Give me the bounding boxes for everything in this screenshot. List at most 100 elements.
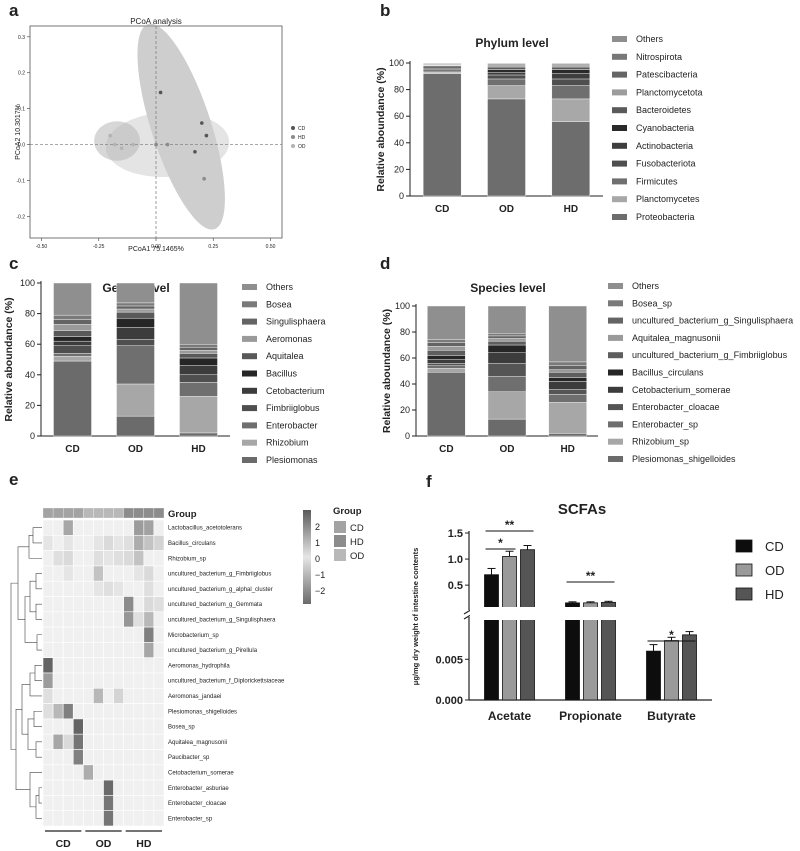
heatmap-cell — [42, 764, 54, 781]
legend-label: CD — [298, 126, 306, 132]
dendrogram-branch — [10, 582, 18, 750]
bar-segment — [116, 311, 155, 319]
heatmap-cell — [42, 733, 54, 750]
heatmap-row-label: Rhizobium_sp — [168, 556, 207, 562]
heatmap-cell — [72, 779, 84, 796]
y-tick-label: 0.000 — [435, 695, 463, 707]
heatmap-cell — [143, 626, 155, 643]
legend-label: Aeromonas — [266, 334, 313, 344]
x-tick-label: 0.25 — [208, 244, 218, 250]
heatmap-cell — [42, 626, 54, 643]
heatmap-cell — [52, 596, 64, 613]
legend-swatch — [608, 404, 623, 411]
heatmap-cell — [42, 672, 54, 689]
bar-segment — [116, 327, 155, 340]
legend-swatch — [242, 318, 257, 325]
bar-segment — [427, 346, 466, 351]
heatmap-cell — [103, 550, 114, 567]
heatmap-cell — [52, 672, 64, 689]
panel-label-e: e — [9, 470, 19, 489]
heatmap-cell — [133, 657, 145, 674]
legend-label: Others — [636, 34, 664, 44]
heatmap-cell — [72, 810, 84, 827]
dendrogram-branch — [21, 684, 30, 735]
y-axis-label: μg/mg dry weight of intestine contents — [411, 548, 420, 686]
bar-segment — [53, 324, 92, 331]
panel-title: SCFAs — [558, 501, 606, 518]
heatmap-cell — [123, 550, 135, 567]
bar-segment — [487, 69, 526, 73]
heatmap-cell — [93, 718, 104, 735]
heatmap-cell — [72, 626, 84, 643]
y-tick-label: 20 — [394, 164, 404, 174]
heatmap-cell — [103, 764, 114, 781]
heatmap-cell — [93, 764, 104, 781]
x-axis-label: PCoA1 75.1465% — [128, 246, 184, 253]
heatmap-cell — [52, 580, 64, 597]
bar — [502, 556, 517, 701]
bar-segment — [116, 339, 155, 346]
bar-segment — [551, 78, 591, 86]
heatmap-row-label: Cetobacterium_somerae — [168, 770, 234, 776]
bar-segment — [427, 342, 466, 347]
bar-segment — [487, 352, 527, 364]
heatmap-row-label: Bacillus_circulans — [168, 541, 216, 547]
heatmap-cell — [72, 672, 84, 689]
heatmap-row-label: Bosea_sp — [168, 725, 195, 731]
bar-segment — [427, 339, 466, 343]
x-tick-label: OD — [128, 444, 143, 455]
legend-label: uncultured_bacterium_g_Fimbriiglobus — [632, 350, 788, 360]
heatmap-cell — [133, 519, 145, 536]
bar-segment — [427, 368, 466, 373]
legend-swatch — [612, 142, 627, 149]
heatmap-row-label: Microbacterium_sp — [168, 633, 219, 639]
heatmap-cell — [123, 749, 135, 766]
bar-segment — [116, 308, 155, 313]
bar — [484, 574, 499, 701]
legend-swatch — [608, 283, 623, 289]
bar-segment — [53, 353, 92, 357]
legend-swatch — [242, 387, 257, 394]
group-legend-swatch — [334, 549, 346, 561]
heatmap-cell — [113, 642, 124, 659]
group-annotation-cell — [52, 507, 64, 519]
bar-segment — [53, 360, 92, 437]
legend-swatch — [608, 352, 623, 359]
heatmap-cell — [113, 565, 124, 582]
heatmap-cell — [83, 779, 94, 796]
heatmap-cell — [123, 580, 135, 597]
bar-segment — [487, 335, 527, 339]
x-tick-label: Acetate — [488, 709, 532, 723]
dendrogram-branch — [17, 546, 29, 620]
heatmap-cell — [133, 580, 145, 597]
heatmap-cell — [143, 810, 155, 827]
heatmap-row-label: Enterobacter_sp — [168, 816, 213, 822]
heatmap-row-label: Enterobacter_asburiae — [168, 786, 229, 792]
heatmap-cell — [153, 611, 165, 628]
heatmap-cell — [83, 565, 94, 582]
heatmap-cell — [103, 534, 114, 551]
legend-swatch — [242, 439, 257, 446]
heatmap-cell — [153, 565, 165, 582]
bar-segment — [53, 330, 92, 337]
heatmap-cell — [113, 749, 124, 766]
heatmap-cell — [52, 764, 64, 781]
heatmap-cell — [103, 810, 114, 827]
legend-label: Rhizobium — [266, 438, 309, 448]
heatmap-cell — [83, 580, 94, 597]
bar-segment — [179, 347, 218, 351]
bar-segment — [53, 345, 92, 354]
bar-segment — [116, 305, 155, 310]
dendrogram-branch — [34, 665, 42, 681]
bar-segment — [116, 345, 155, 385]
heatmap-cell — [123, 534, 135, 551]
legend-label: Others — [632, 281, 660, 291]
heatmap-cell — [52, 687, 64, 704]
heatmap-cell — [123, 733, 135, 750]
legend-label: Rhizobium_sp — [632, 437, 689, 447]
legend-label: Bacillus_circulans — [632, 368, 704, 378]
panel-label-c: c — [9, 254, 19, 273]
heatmap-cell — [113, 519, 124, 536]
heatmap-cell — [103, 611, 114, 628]
bar — [520, 549, 535, 701]
